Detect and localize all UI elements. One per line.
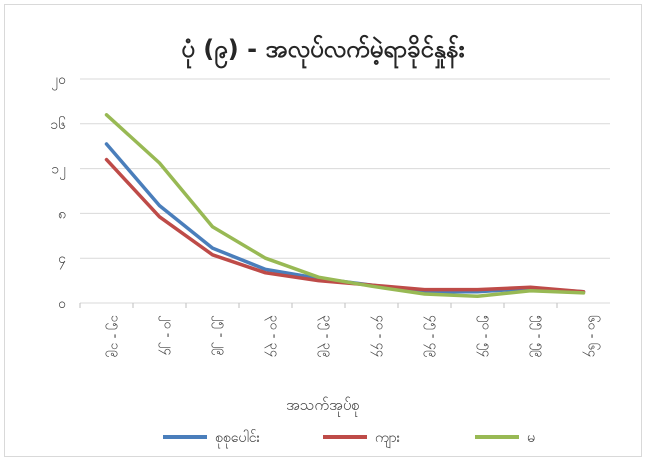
legend-label: စုစုပေါင်း — [215, 430, 261, 448]
y-tick-label: ၄ — [58, 251, 66, 269]
chart-frame: ပုံ (၉) - အလုပ်လက်မဲ့ရာခိုင်နှုန်း ၀ ၄ ၈ ၁၂… — [4, 4, 642, 457]
legend-label: ကျား — [375, 430, 401, 448]
legend: စုစုပေါင်း ကျား မ — [163, 430, 535, 448]
y-tick-label: ၈ — [58, 206, 66, 222]
legend-label: မ — [527, 430, 535, 446]
y-tick-label: ၀ — [58, 296, 66, 312]
chart-title: ပုံ (၉) - အလုပ်လက်မဲ့ရာခိုင်နှုန်း — [181, 34, 464, 69]
x-tick-label: ၆၀ - ၆၄ — [583, 315, 601, 358]
y-tick-label: ၁၆ — [50, 117, 66, 133]
x-tick-label: ၁၅ - ၁၉ — [106, 315, 123, 357]
line-chart: ပုံ (၉) - အလုပ်လက်မဲ့ရာခိုင်နှုန်း ၀ ၄ ၈ ၁၂… — [50, 34, 610, 448]
x-tick-label: ၅၅ - ၅၉ — [530, 315, 547, 357]
y-tick-label: ၂၀ — [51, 72, 66, 90]
series-line-0 — [104, 142, 586, 294]
x-tick-label: ၄၅ - ၄၉ — [424, 315, 441, 357]
grid-lines — [80, 78, 610, 304]
x-axis-title: အသက်အုပ်စု — [286, 396, 360, 417]
x-tick-label: ၅၀ - ၅၄ — [477, 315, 494, 358]
y-axis: ၀ ၄ ၈ ၁၂ ၁၆ ၂၀ — [50, 72, 66, 312]
x-tick-label: ၃၀ - ၃၄ — [265, 315, 282, 358]
series-line-1 — [104, 157, 586, 294]
x-tick-label: ၂၅ - ၂၉ — [212, 315, 229, 355]
series-line-2 — [104, 113, 586, 299]
x-axis: ၁၅ - ၁၉ ၂၀ - ၂၄ ၂၅ - ၂၉ ၃၀ - ၃၄ ၃၅ - ၃၉ ၄၀ - … — [79, 303, 601, 358]
y-tick-label: ၁၂ — [51, 162, 66, 180]
x-tick-label: ၄၀ - ၄၄ — [371, 315, 388, 358]
x-tick-label: ၃၅ - ၃၉ — [318, 315, 335, 357]
x-tick-label: ၂၀ - ၂၄ — [159, 315, 176, 356]
series-lines — [104, 113, 586, 299]
